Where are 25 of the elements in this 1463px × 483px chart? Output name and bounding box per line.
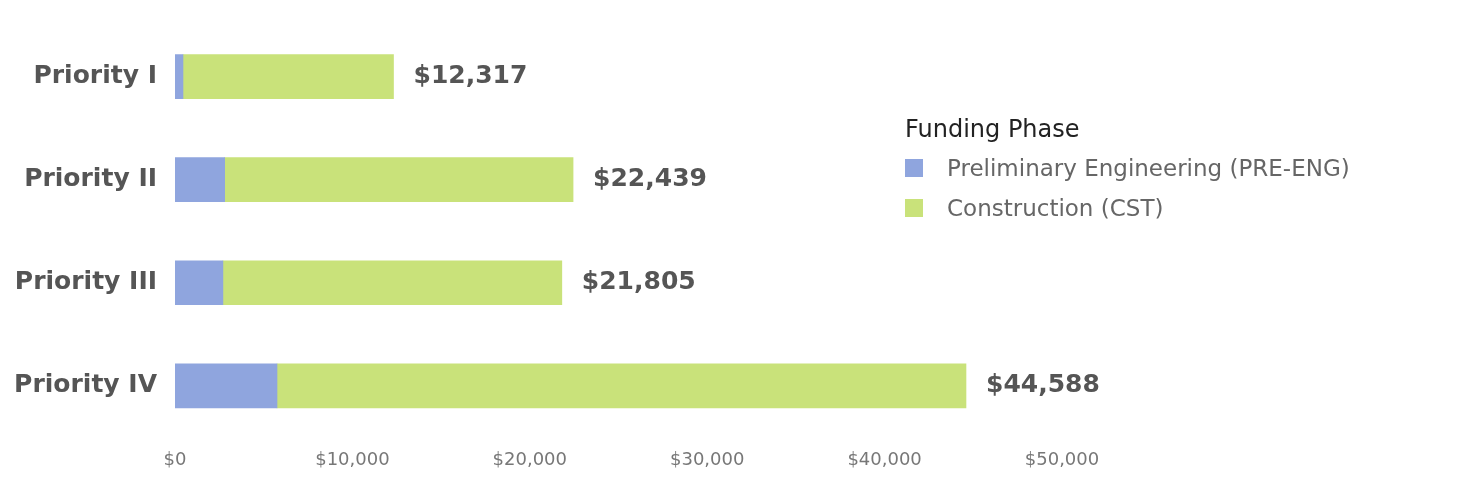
y-tick-label: Priority I: [33, 60, 157, 90]
legend-label: Construction (CST): [947, 195, 1164, 221]
legend-title: Funding Phase: [905, 115, 1081, 143]
bar: [276, 363, 967, 409]
y-tick-label: Priority III: [14, 266, 157, 296]
x-tick-label: $50,000: [1024, 447, 1100, 469]
legend-label: Preliminary Engineering (PRE-ENG): [947, 155, 1350, 181]
x-tick-label: $20,000: [492, 447, 568, 469]
y-tick-label: Priority II: [24, 163, 157, 193]
x-tick-label: $10,000: [315, 447, 390, 469]
bar: [175, 260, 224, 306]
bar: [175, 363, 278, 409]
total-label: $22,439: [593, 163, 707, 193]
total-label: $12,317: [413, 60, 528, 90]
x-tick-label: $0: [163, 447, 187, 469]
bar: [175, 54, 184, 99]
y-tick-label: Priority IV: [14, 369, 158, 399]
bar: [182, 54, 394, 99]
x-tick-label: $30,000: [669, 447, 745, 469]
total-label: $21,805: [581, 266, 696, 296]
bar: [222, 260, 563, 306]
bar: [175, 157, 225, 202]
bar: [224, 157, 574, 202]
total-label: $44,588: [985, 369, 1100, 399]
x-tick-label: $40,000: [847, 447, 922, 469]
